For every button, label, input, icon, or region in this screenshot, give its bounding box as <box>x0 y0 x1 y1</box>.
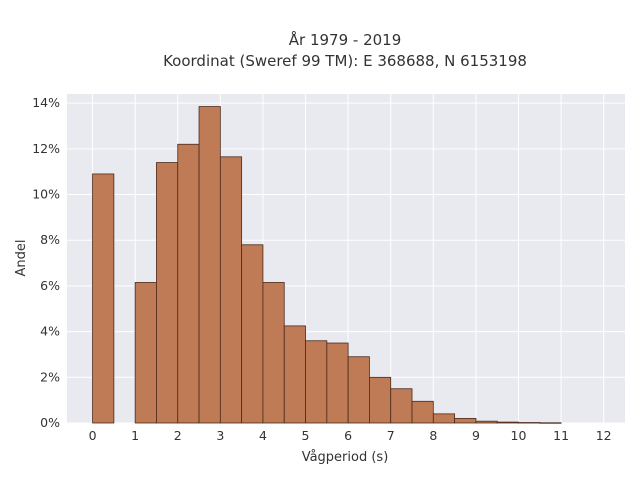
y-tick-label-2: 4% <box>40 324 60 339</box>
histogram-bar-10 <box>326 342 349 424</box>
histogram-bar-17 <box>475 420 498 424</box>
x-axis-title: Vågperiod (s) <box>302 450 389 465</box>
x-axis-ticks: 0 1 2 3 4 5 6 7 8 9 10 11 12 <box>89 428 612 443</box>
x-tick-label-1: 1 <box>131 428 139 443</box>
y-tick-label-0: 0% <box>40 415 60 430</box>
bars <box>92 106 562 424</box>
chart-title-line-1: År 1979 - 2019 <box>289 30 402 49</box>
x-tick-label-8: 8 <box>429 428 437 443</box>
histogram-bar-15 <box>432 413 456 424</box>
histogram-bar-13 <box>390 388 413 424</box>
x-tick-label-0: 0 <box>89 428 97 443</box>
histogram-bar-0 <box>92 173 115 424</box>
histogram-bar-16 <box>454 418 477 424</box>
histogram-bar-5 <box>219 156 243 424</box>
x-tick-label-2: 2 <box>174 428 182 443</box>
histogram-bar-8 <box>283 325 306 424</box>
histogram-bar-2 <box>156 162 179 424</box>
y-tick-label-7: 14% <box>32 95 60 110</box>
y-tick-label-1: 2% <box>40 369 60 384</box>
histogram-bar-19 <box>518 422 541 424</box>
x-tick-label-5: 5 <box>302 428 310 443</box>
y-tick-label-3: 6% <box>40 278 60 293</box>
histogram-bar-11 <box>347 356 370 424</box>
x-tick-label-11: 11 <box>553 428 569 443</box>
histogram-bar-20 <box>539 422 562 424</box>
y-tick-label-6: 12% <box>32 141 60 156</box>
histogram-bar-3 <box>177 143 200 424</box>
histogram-bar-6 <box>241 244 264 424</box>
y-tick-label-5: 10% <box>32 187 60 202</box>
y-axis-ticks: 0% 2% 4% 6% 8% 10% 12% 14% <box>32 95 60 430</box>
histogram-bar-7 <box>262 282 285 424</box>
x-tick-label-7: 7 <box>387 428 395 443</box>
histogram-bar-1 <box>134 282 157 424</box>
chart-title-line-2: Koordinat (Sweref 99 TM): E 368688, N 61… <box>163 52 527 70</box>
x-tick-label-4: 4 <box>259 428 267 443</box>
histogram-bar-14 <box>411 400 434 424</box>
x-tick-label-3: 3 <box>216 428 224 443</box>
histogram-bar-18 <box>496 421 519 424</box>
histogram-bar-9 <box>305 340 328 424</box>
y-tick-label-4: 8% <box>40 232 60 247</box>
histogram-bar-12 <box>369 376 392 424</box>
x-tick-label-12: 12 <box>596 428 612 443</box>
x-tick-label-6: 6 <box>344 428 352 443</box>
x-tick-label-10: 10 <box>511 428 527 443</box>
y-axis-title: Andel <box>14 240 29 277</box>
x-tick-label-9: 9 <box>472 428 480 443</box>
histogram-bar-4 <box>198 106 221 424</box>
